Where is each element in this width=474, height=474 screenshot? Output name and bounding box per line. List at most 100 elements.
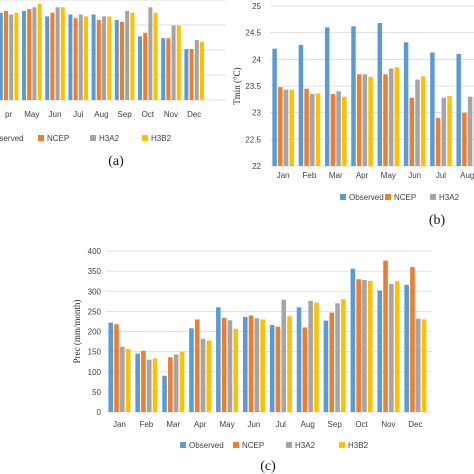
legend-swatch bbox=[340, 194, 346, 200]
bar-h3b2-oct bbox=[367, 280, 373, 412]
legend-label: NCEP bbox=[47, 134, 69, 143]
bar-ncep-may bbox=[27, 9, 32, 100]
bar-observed-jul bbox=[430, 52, 435, 166]
bar-h3a2-nov bbox=[171, 25, 176, 101]
bar-h3a2-apr bbox=[200, 338, 206, 412]
x-tick-label: Aug bbox=[460, 171, 474, 180]
bar-h3b2-aug bbox=[107, 16, 112, 101]
bar-observed-oct bbox=[350, 268, 356, 412]
bar-h3a2-oct bbox=[362, 279, 367, 412]
x-tick-label: Sep bbox=[328, 420, 343, 429]
bar-h3b2-nov bbox=[176, 25, 181, 101]
y-tick-label: 23 bbox=[252, 109, 261, 118]
bar-ncep-sep bbox=[329, 312, 335, 412]
legend-label: NCEP bbox=[242, 441, 264, 450]
bar-h3a2-may bbox=[388, 68, 394, 166]
x-tick-label: Dec bbox=[408, 420, 422, 429]
bar-h3b2-sep bbox=[130, 12, 135, 101]
bar-ncep-aug bbox=[302, 327, 308, 412]
bar-observed-dec bbox=[404, 284, 409, 412]
bar-ncep-apr bbox=[194, 319, 200, 412]
bar-ncep-feb bbox=[304, 88, 309, 166]
bar-observed-oct bbox=[138, 36, 142, 100]
bar-h3a2-apr bbox=[362, 74, 368, 166]
y-tick-label: 24 bbox=[252, 55, 261, 64]
bar-h3a2-dec bbox=[415, 318, 421, 412]
bar-observed-jun bbox=[242, 317, 248, 412]
bar-ncep-apr bbox=[4, 10, 8, 101]
bar-ncep-dec bbox=[189, 49, 194, 100]
bar-h3a2-sep bbox=[125, 10, 130, 101]
bar-h3b2-may bbox=[394, 67, 400, 166]
legend-swatch bbox=[339, 442, 345, 448]
bar-ncep-oct bbox=[356, 279, 361, 412]
bar-h3a2-apr bbox=[9, 14, 14, 100]
bar-h3b2-jan bbox=[125, 348, 131, 412]
bar-h3b2-jun bbox=[420, 76, 426, 166]
bar-h3b2-feb bbox=[152, 358, 158, 412]
bar-h3a2-nov bbox=[389, 284, 394, 412]
bar-h3a2-jan bbox=[120, 346, 125, 412]
bar-ncep-sep bbox=[120, 21, 124, 100]
bar-h3b2-apr bbox=[206, 340, 212, 412]
y-tick-label: 24.5 bbox=[245, 29, 261, 38]
bar-ncep-mar bbox=[330, 94, 336, 166]
bar-observed-sep bbox=[114, 20, 119, 100]
legend-label: H3A2 bbox=[439, 193, 460, 202]
bar-h3b2-jun bbox=[260, 319, 265, 412]
x-tick-label: Feb bbox=[139, 420, 153, 429]
bar-observed-nov bbox=[377, 290, 383, 412]
y-tick-label: 0 bbox=[97, 408, 102, 417]
bar-observed-nov bbox=[161, 38, 166, 100]
x-tick-label: Jul bbox=[73, 110, 83, 119]
bar-observed-aug bbox=[91, 14, 96, 100]
bar-observed-sep bbox=[323, 320, 329, 412]
bar-h3a2-may bbox=[32, 7, 37, 100]
bar-ncep-jan bbox=[114, 324, 119, 412]
bar-observed-dec bbox=[184, 49, 189, 100]
bar-observed-may bbox=[22, 10, 26, 101]
bar-h3a2-sep bbox=[335, 303, 340, 412]
x-tick-label: Jul bbox=[436, 171, 446, 180]
bar-h3b2-feb bbox=[315, 93, 321, 166]
y-tick-label: 200 bbox=[88, 328, 102, 337]
bar-ncep-feb bbox=[141, 350, 146, 412]
x-tick-label: May bbox=[381, 171, 396, 180]
panel-a-chart: pr May Jun Jul Aug Sep Oct Nov Dec bserved NCEP H3A… bbox=[0, 0, 226, 169]
bar-h3b2-dec bbox=[200, 41, 204, 100]
bar-ncep-nov bbox=[166, 38, 171, 100]
legend-label: NCEP bbox=[394, 193, 416, 202]
y-tick-label: 25 bbox=[252, 2, 261, 11]
legend-swatch bbox=[385, 194, 391, 200]
bar-ncep-nov bbox=[383, 260, 388, 412]
bar-observed-jul bbox=[68, 14, 73, 100]
x-tick-label: Jun bbox=[49, 110, 62, 119]
bar-h3b2-jul bbox=[447, 96, 452, 166]
legend-label: Observed bbox=[349, 193, 384, 202]
y-tick-label: 22.5 bbox=[245, 135, 261, 144]
bar-h3b2-dec bbox=[421, 319, 427, 412]
bar-ncep-may bbox=[383, 74, 388, 166]
legend-label: bserved bbox=[0, 134, 23, 143]
bar-h3a2-jun bbox=[415, 79, 420, 166]
x-tick-label: Nov bbox=[381, 420, 395, 429]
bar-observed-apr bbox=[0, 12, 3, 101]
bar-h3a2-jun bbox=[55, 7, 60, 100]
y-tick-label: 400 bbox=[88, 247, 102, 256]
bar-h3a2-mar bbox=[336, 91, 341, 166]
legend-label: Observed bbox=[189, 441, 224, 450]
y-tick-label: 100 bbox=[88, 368, 102, 377]
x-tick-label: Mar bbox=[166, 420, 180, 429]
bar-observed-apr bbox=[189, 328, 194, 412]
y-axis-title: Prec (mm/month) bbox=[72, 300, 82, 364]
bar-h3b2-apr bbox=[368, 76, 373, 166]
legend-swatch bbox=[142, 135, 148, 141]
bar-observed-jun bbox=[403, 42, 409, 167]
panel-label: (a) bbox=[108, 154, 124, 169]
bar-ncep-jun bbox=[248, 315, 254, 412]
panel-b-chart: 22 22.5 23 23.5 24 24.5 25 Tmin (°C) Jan Feb Mar Ap… bbox=[232, 2, 474, 228]
bar-h3b2-sep bbox=[341, 299, 346, 412]
y-tick-label: 23.5 bbox=[245, 82, 261, 91]
x-tick-label: Aug bbox=[94, 110, 108, 119]
